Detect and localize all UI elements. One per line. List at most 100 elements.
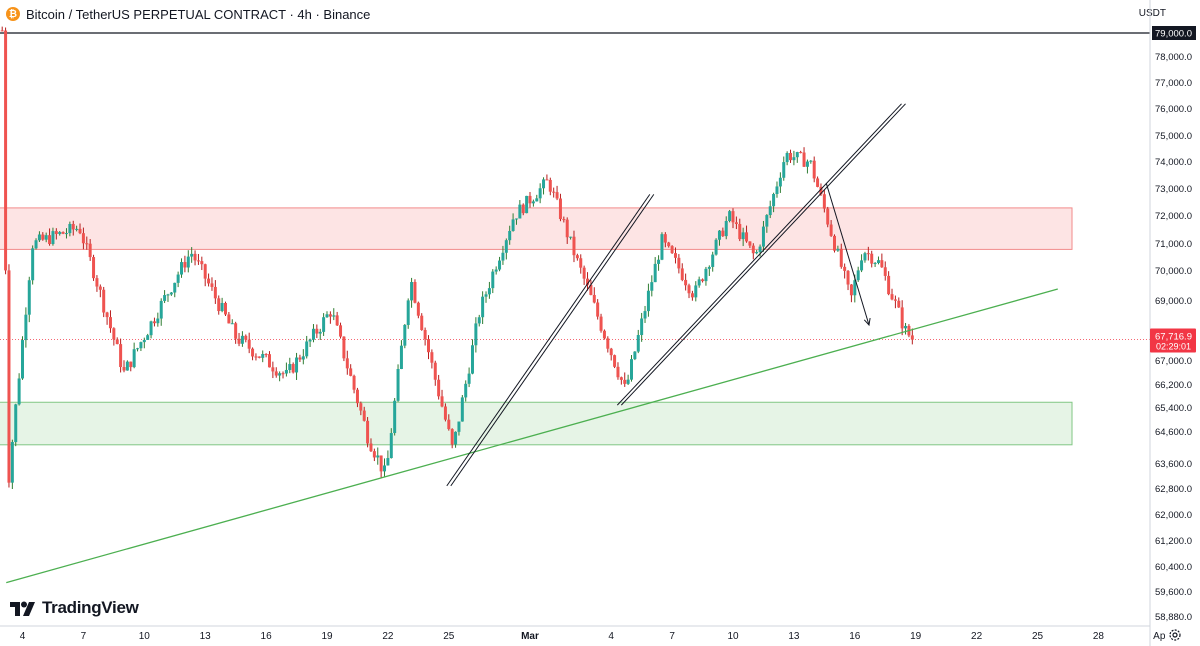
y-tick-label: 72,000.0 [1155, 211, 1192, 222]
candle-body [230, 323, 234, 325]
candle-body [775, 186, 779, 195]
currency-label[interactable]: USDT [1138, 8, 1166, 19]
y-tick-label: 63,600.0 [1155, 459, 1192, 470]
chart-title[interactable]: Bitcoin / TetherUS PERPETUAL CONTRACT · … [26, 6, 371, 22]
candle-body [322, 317, 326, 332]
y-tick-label: 78,000.0 [1155, 52, 1192, 63]
candle-body [98, 286, 102, 290]
candle-body [54, 231, 58, 234]
bitcoin-icon: ₿ [6, 7, 20, 21]
candle-body [822, 194, 826, 209]
channel-line-1-inner [450, 194, 655, 487]
candle-body [399, 345, 403, 369]
candle-body [535, 198, 539, 202]
candle-body [470, 345, 474, 374]
candle-body [210, 283, 214, 287]
candle-body [61, 232, 65, 234]
candle-body [345, 358, 349, 369]
candle-body [71, 223, 75, 230]
gear-icon[interactable] [1168, 628, 1182, 642]
candle-body [900, 307, 904, 329]
candle-body [149, 321, 153, 336]
candle-body [291, 364, 295, 373]
candle-body [146, 335, 150, 340]
candle-body [531, 201, 535, 204]
candle-body [684, 279, 688, 286]
y-tick-label: 59,600.0 [1155, 587, 1192, 598]
channel-line-2-inner [620, 103, 906, 406]
candle-body [92, 257, 96, 279]
candle-body [24, 314, 28, 341]
tradingview-logo-text: TradingView [42, 598, 139, 617]
candle-body [58, 232, 62, 234]
candle-body [7, 270, 11, 483]
chart-header: ₿ Bitcoin / TetherUS PERPETUAL CONTRACT … [6, 5, 370, 23]
x-tick-label: 10 [139, 631, 151, 642]
x-tick-label: Ap [1153, 631, 1166, 642]
candle-body [251, 348, 255, 357]
y-tick-label: 64,600.0 [1155, 427, 1192, 438]
x-tick-label: 7 [669, 631, 675, 642]
candle-body [193, 253, 197, 261]
y-tick-label: 70,000.0 [1155, 266, 1192, 277]
candle-body [843, 266, 847, 271]
candle-body [450, 429, 454, 445]
candle-body [514, 218, 518, 220]
candle-body [437, 379, 441, 397]
candle-body [342, 336, 346, 359]
candle-body [569, 236, 573, 238]
y-tick-label: 60,400.0 [1155, 562, 1192, 573]
candle-body [619, 377, 623, 380]
candle-body [487, 288, 491, 295]
resistance-zone [0, 207, 1073, 250]
candle-body [660, 234, 664, 260]
candle-body [582, 267, 586, 279]
candle-body [552, 191, 556, 193]
candle-body [714, 239, 718, 255]
candle-body [234, 323, 238, 339]
candle-body [704, 268, 708, 282]
candle-body [643, 311, 647, 319]
candle-body [34, 240, 38, 249]
x-tick-label: 25 [443, 631, 455, 642]
candle-body [498, 260, 502, 270]
candle-body [237, 338, 241, 344]
candle-body [183, 262, 187, 268]
candle-body [670, 246, 674, 254]
candle-body [738, 224, 742, 240]
candle-body [430, 352, 434, 363]
candle-body [491, 271, 495, 289]
candle-body [386, 458, 390, 466]
candle-body [758, 246, 762, 252]
candle-body [413, 282, 417, 303]
x-tick-label: 10 [727, 631, 739, 642]
y-tick-label: 76,000.0 [1155, 104, 1192, 115]
tradingview-logo: TradingView [10, 598, 139, 618]
candle-body [163, 295, 167, 301]
candle-body [159, 300, 163, 319]
channel-line-1 [446, 194, 651, 487]
candle-body [14, 404, 18, 443]
candle-body [410, 282, 414, 301]
candle-body [690, 293, 694, 298]
candle-body [558, 198, 562, 220]
candle-body [653, 263, 657, 283]
candle-body [10, 442, 14, 483]
candle-body [650, 282, 654, 291]
candle-body [227, 314, 231, 324]
candle-body [606, 338, 610, 349]
candle-body [21, 340, 24, 379]
candle-body [41, 234, 45, 240]
candle-body [849, 284, 853, 296]
y-tick-label: 74,000.0 [1155, 157, 1192, 168]
candle-body [575, 255, 579, 259]
top-line-tag-label: 79,000.0 [1155, 29, 1192, 40]
candle-body [457, 421, 461, 432]
candle-body [267, 354, 271, 368]
candle-body [48, 235, 52, 245]
candle-body [88, 243, 92, 258]
candle-body [427, 339, 430, 353]
x-tick-label: 19 [321, 631, 333, 642]
candle-body [278, 373, 282, 376]
